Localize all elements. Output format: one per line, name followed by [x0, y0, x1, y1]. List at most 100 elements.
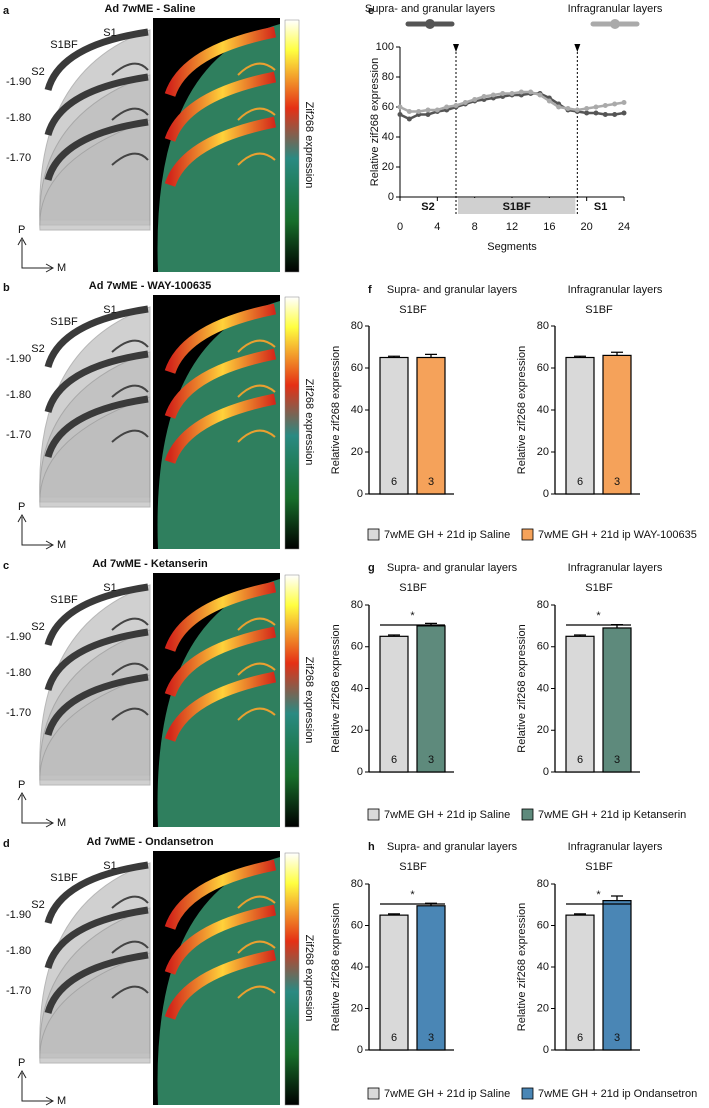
heatmap-hippocampus: [237, 895, 276, 909]
y-tick-label: 100: [376, 41, 394, 53]
bregma-label: -1.80: [6, 112, 31, 124]
series-point: [434, 107, 440, 113]
orientation-m: M: [57, 1095, 66, 1107]
legend-label: Infragranular layers: [568, 3, 663, 15]
bregma-label: -1.90: [6, 631, 31, 643]
y-tick-label: 40: [351, 682, 363, 694]
bar: [379, 914, 409, 1051]
y-tick-label: 40: [351, 961, 363, 973]
series-point: [556, 104, 562, 110]
orientation-m: M: [57, 817, 66, 829]
x-tick-label: 4: [434, 221, 440, 233]
legend-label: 7wME GH + 21d ip Saline: [384, 529, 510, 541]
brain-slice: [39, 119, 151, 231]
bregma-label: -1.70: [6, 707, 31, 719]
colorbar: [284, 19, 300, 273]
error-bar: [388, 355, 400, 358]
y-tick-label: 80: [537, 599, 549, 611]
orientation-arrows: [17, 236, 55, 273]
heatmap-band: [164, 303, 277, 375]
cortex-band: [44, 628, 149, 692]
bregma-label: -1.70: [6, 152, 31, 164]
bar: [379, 635, 409, 773]
bregma-label: -1.70: [6, 985, 31, 997]
hippocampus: [111, 339, 149, 353]
series-point: [500, 91, 506, 96]
y-tick-label: 60: [537, 641, 549, 653]
orientation-p: P: [18, 224, 25, 236]
x-tick-label: 24: [618, 221, 630, 233]
region-label: S1BF: [50, 594, 78, 606]
bar: [602, 627, 632, 773]
y-tick-label: 20: [351, 724, 363, 736]
bregma-label: -1.90: [6, 76, 31, 88]
error-bar: [574, 634, 586, 637]
panel-title: Ad 7wME - Saline: [104, 3, 195, 15]
chart-title: Infragranular layers: [568, 284, 663, 296]
cortex-band: [44, 583, 149, 647]
y-axis-label: Relative zif268 expression: [516, 903, 528, 1031]
legend-marker: [610, 19, 620, 29]
hippocampus: [111, 940, 149, 954]
bar: [565, 356, 595, 495]
cortex-band: [44, 73, 149, 137]
brain-slice: [39, 396, 151, 508]
heatmap-band: [164, 859, 277, 931]
cortex-band: [44, 118, 149, 182]
y-axis-label: Relative zif268 expression: [369, 58, 381, 186]
series-point: [537, 92, 543, 98]
legend-swatch: [521, 528, 534, 541]
significance-label: *: [596, 889, 601, 901]
significance-label: *: [410, 889, 415, 901]
heatmap-hippocampus: [237, 617, 276, 631]
series-point: [565, 106, 571, 111]
chart-title: Infragranular layers: [568, 841, 663, 853]
orientation-m: M: [57, 262, 66, 274]
colorbar-label: Zif268 expression: [303, 379, 315, 466]
y-tick-label: 20: [351, 446, 363, 458]
orientation-arrows: [17, 513, 55, 550]
series-point: [490, 92, 496, 98]
series-point: [621, 110, 627, 116]
x-axis-label: Segments: [487, 241, 537, 253]
series-point: [621, 100, 627, 105]
cortex-band: [44, 28, 149, 92]
bar: [416, 356, 446, 495]
hippocampus: [111, 384, 149, 398]
legend-label: 7wME GH + 21d ip Saline: [384, 1088, 510, 1100]
series-point: [481, 94, 487, 99]
y-axis-label: Relative zif268 expression: [516, 346, 528, 474]
x-tick-label: 8: [472, 221, 478, 233]
bregma-label: -1.80: [6, 667, 31, 679]
hippocampus: [111, 895, 149, 909]
orientation-p: P: [18, 779, 25, 791]
error-bar: [574, 913, 586, 916]
bregma-label: -1.90: [6, 353, 31, 365]
y-tick-label: 0: [388, 191, 394, 203]
series-point: [528, 89, 534, 95]
legend-swatch: [367, 1087, 380, 1100]
bar: [416, 625, 446, 773]
region-label: S2: [421, 201, 434, 213]
chart-subtitle: S1BF: [585, 582, 613, 594]
series-point: [397, 104, 403, 110]
y-tick-label: 0: [357, 488, 363, 500]
region-label: S1BF: [50, 872, 78, 884]
series-point: [406, 109, 412, 114]
x-tick-label: 16: [543, 221, 555, 233]
region-label: S1BF: [503, 201, 531, 213]
y-tick-label: 20: [351, 1002, 363, 1014]
chart-title: Supra- and granular layers: [387, 284, 518, 296]
n-label: 6: [577, 754, 583, 766]
region-label: S1: [103, 582, 116, 594]
y-tick-label: 0: [543, 766, 549, 778]
y-tick-label: 60: [382, 101, 394, 113]
panel-letter: e: [368, 5, 374, 17]
y-tick-label: 80: [382, 71, 394, 83]
heatmap-hippocampus: [237, 662, 276, 676]
series-point: [453, 103, 459, 108]
region-label: S1: [594, 201, 607, 213]
series-point: [612, 112, 618, 117]
legend-swatch: [367, 808, 380, 821]
